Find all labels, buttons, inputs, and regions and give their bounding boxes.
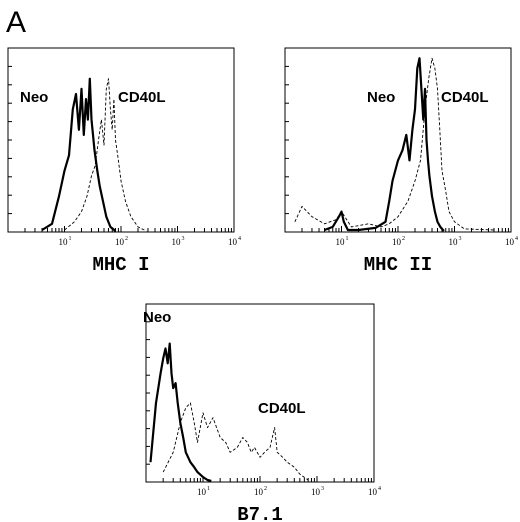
x-axis-label: B7.1	[237, 504, 283, 522]
plot-frame	[284, 47, 512, 233]
series-label-cd40l: CD40L	[441, 89, 489, 106]
x-tick-label: 10	[172, 237, 182, 247]
x-tick-exponent: 4	[515, 236, 518, 242]
x-tick-exponent: 3	[182, 236, 185, 242]
x-axis-label: MHC II	[364, 254, 432, 276]
x-tick-label: 10	[254, 487, 264, 497]
x-tick-exponent: 1	[69, 236, 72, 242]
panel-letter: A	[6, 6, 26, 39]
x-tick-exponent: 4	[378, 486, 381, 492]
x-tick-label: 10	[197, 487, 207, 497]
plot-frame	[7, 47, 235, 233]
x-tick-label: 10	[392, 237, 402, 247]
series-label-cd40l: CD40L	[118, 89, 166, 106]
x-tick-exponent: 2	[264, 486, 267, 492]
x-tick-exponent: 1	[346, 236, 349, 242]
x-tick-label: 10	[115, 237, 125, 247]
x-tick-label: 10	[228, 237, 238, 247]
x-tick-label: 10	[311, 487, 321, 497]
series-line-cd40l	[64, 78, 147, 232]
x-tick-exponent: 3	[321, 486, 324, 492]
series-line-cd40l	[162, 402, 309, 481]
x-axis-label: MHC I	[92, 254, 149, 276]
series-line-cd40l	[294, 57, 495, 231]
series-line-neo	[324, 57, 445, 232]
series-label-neo: Neo	[367, 89, 395, 106]
x-tick-label: 10	[505, 237, 515, 247]
plot-frame	[145, 303, 375, 483]
series-label-neo: Neo	[20, 89, 48, 106]
x-tick-exponent: 4	[238, 236, 241, 242]
x-tick-label: 10	[449, 237, 459, 247]
x-tick-exponent: 2	[402, 236, 405, 242]
series-label-cd40l: CD40L	[258, 400, 306, 417]
series-line-neo	[149, 342, 212, 483]
x-tick-label: 10	[59, 237, 69, 247]
x-tick-exponent: 1	[207, 486, 210, 492]
x-tick-label: 10	[336, 237, 346, 247]
x-tick-exponent: 2	[125, 236, 128, 242]
series-label-neo: Neo	[143, 309, 171, 326]
x-tick-label: 10	[368, 487, 378, 497]
x-tick-exponent: 3	[459, 236, 462, 242]
series-line-neo	[41, 77, 117, 232]
